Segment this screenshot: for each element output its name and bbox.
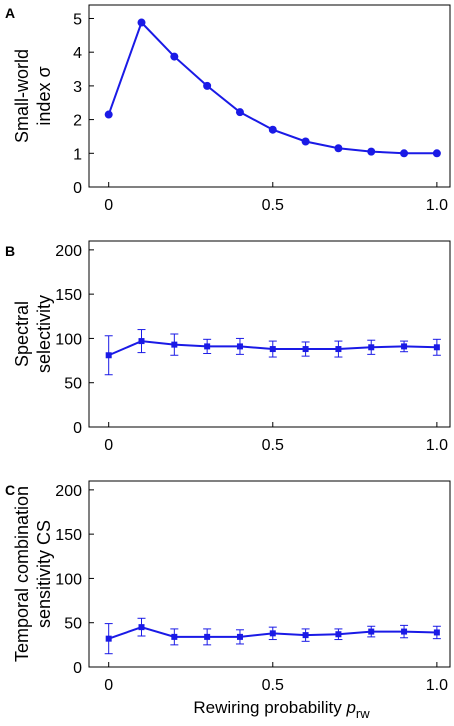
data-point xyxy=(335,346,342,353)
data-point xyxy=(268,125,277,134)
plot-frame xyxy=(88,4,451,188)
data-point xyxy=(138,624,145,631)
data-point xyxy=(368,344,375,351)
x-axis-label-var: p xyxy=(345,698,355,717)
y-axis-label-line: selectivity xyxy=(34,295,54,373)
x-tick-label: 0.5 xyxy=(262,197,284,214)
data-point xyxy=(433,629,440,636)
data-point xyxy=(401,628,408,635)
y-tick-label: 2 xyxy=(73,113,82,130)
data-point xyxy=(236,633,243,640)
y-axis-label-line: index σ xyxy=(34,66,54,125)
y-tick-label: 5 xyxy=(73,11,82,28)
panel-letter: B xyxy=(5,243,15,259)
data-point xyxy=(203,81,212,90)
data-point xyxy=(334,144,343,153)
data-point xyxy=(171,633,178,640)
y-axis-label-line: Small-world xyxy=(12,49,32,143)
data-point xyxy=(105,635,112,642)
y-tick-label: 50 xyxy=(64,376,82,393)
plot-frame xyxy=(88,480,451,668)
plot-frame xyxy=(88,240,451,428)
data-point xyxy=(204,343,211,350)
y-axis-label-line: Spectral xyxy=(12,301,32,367)
x-tick-label: 0.5 xyxy=(262,677,284,694)
y-tick-label: 0 xyxy=(73,180,82,197)
x-tick-label: 0 xyxy=(104,437,113,454)
y-tick-label: 4 xyxy=(73,45,82,62)
panel-c: C 0 50 100 150 200 0 0.5 1.0 Temporal combination… xyxy=(5,480,451,721)
y-axis-label: Spectral selectivity xyxy=(12,295,54,373)
y-axis-label-line: sensitivity CS xyxy=(34,520,54,628)
y-axis-label: Temporal combination sensitivity CS xyxy=(12,486,54,662)
x-tick-label: 0 xyxy=(104,197,113,214)
panel-b: B 0 50 100 150 200 0 0.5 1.0 Spectral selectivity xyxy=(5,240,451,454)
y-tick-label: 150 xyxy=(55,527,82,544)
data-point xyxy=(269,346,276,353)
data-point xyxy=(302,346,309,353)
x-axis-label-sub: rw xyxy=(356,706,370,721)
data-point xyxy=(105,352,112,359)
x-tick-label: 1.0 xyxy=(426,437,448,454)
data-point xyxy=(302,632,309,639)
data-point xyxy=(204,633,211,640)
data-point xyxy=(401,343,408,350)
data-point xyxy=(236,343,243,350)
y-tick-label: 200 xyxy=(55,483,82,500)
y-tick-label: 3 xyxy=(73,79,82,96)
x-tick-label: 1.0 xyxy=(426,677,448,694)
x-tick-label: 0.5 xyxy=(262,437,284,454)
y-tick-label: 150 xyxy=(55,287,82,304)
y-tick-label: 0 xyxy=(73,660,82,677)
data-point xyxy=(235,108,244,117)
data-point xyxy=(433,344,440,351)
y-tick-label: 1 xyxy=(73,146,82,163)
data-point xyxy=(432,149,441,158)
data-point xyxy=(137,18,146,27)
x-tick-label: 0 xyxy=(104,677,113,694)
y-tick-label: 50 xyxy=(64,616,82,633)
y-tick-label: 100 xyxy=(55,331,82,348)
y-tick-label: 100 xyxy=(55,571,82,588)
y-axis-label-line: Temporal combination xyxy=(12,486,32,662)
y-tick-label: 0 xyxy=(73,420,82,437)
x-tick-label: 1.0 xyxy=(426,197,448,214)
data-point xyxy=(170,52,179,61)
data-point xyxy=(104,110,113,119)
panel-a: A 0 1 2 3 4 5 0 0.5 1.0 Small-world index σ xyxy=(5,4,451,214)
y-axis-label: Small-world index σ xyxy=(12,49,54,143)
data-point xyxy=(269,630,276,637)
data-point xyxy=(367,147,376,156)
x-axis-label-main: Rewiring probability xyxy=(193,698,346,717)
data-point xyxy=(400,149,409,158)
data-point xyxy=(138,338,145,345)
panel-letter: A xyxy=(5,5,15,21)
x-axis-label: Rewiring probability prw xyxy=(193,698,370,721)
data-point xyxy=(301,137,310,146)
y-tick-label: 200 xyxy=(55,243,82,260)
data-point xyxy=(171,341,178,348)
panel-letter: C xyxy=(5,482,15,498)
data-point xyxy=(368,628,375,635)
data-point xyxy=(335,631,342,638)
